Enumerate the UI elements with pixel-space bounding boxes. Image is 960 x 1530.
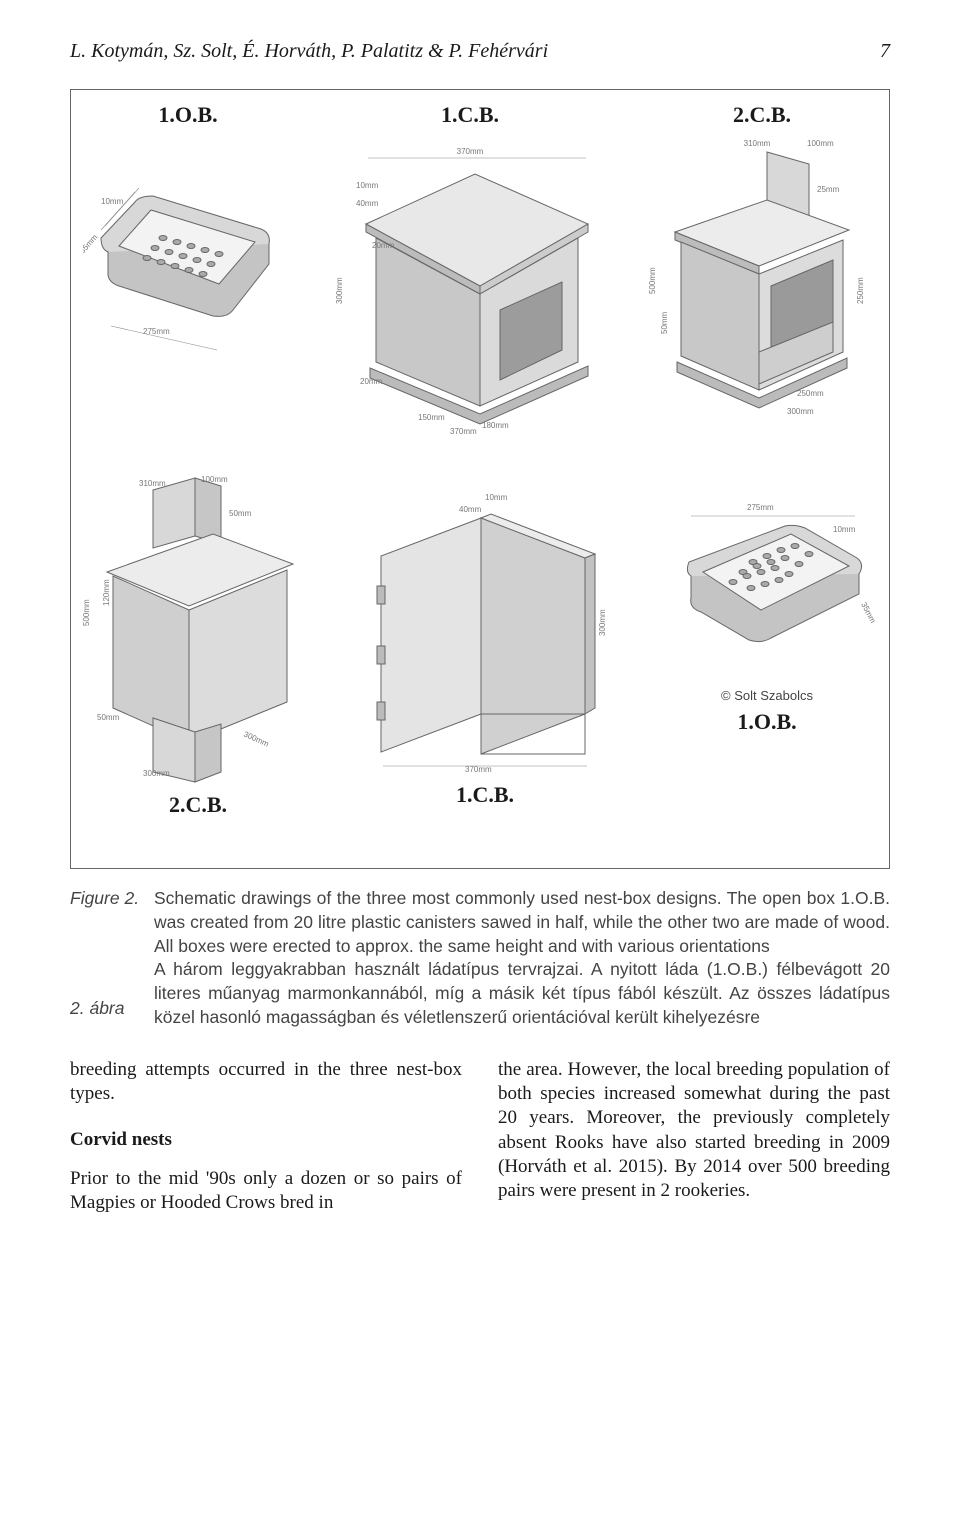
body-col-right: the area. However, the local breeding po… <box>498 1058 890 1216</box>
header-page-number: 7 <box>880 40 890 63</box>
dim-1cb-b2: 180mm <box>482 421 509 430</box>
drawing-2cb-top: 310mm 100mm 25mm 500mm 50mm 250mm 250mm … <box>647 134 877 434</box>
dim-b1ob-h: 10mm <box>833 525 856 534</box>
dim-b1ob-s: 35mm <box>859 601 877 625</box>
fig-label-2cb-bot: 2.C.B. <box>169 792 227 818</box>
caption-figure-number: Figure 2. <box>70 887 154 911</box>
dim-2cb-b1: 250mm <box>797 389 824 398</box>
header-authors: L. Kotymán, Sz. Solt, É. Horváth, P. Pal… <box>70 40 548 63</box>
col1-para2: Prior to the mid '90s only a dozen or so… <box>70 1167 462 1216</box>
col1-para1: breeding attempts occurred in the three … <box>70 1058 462 1107</box>
caption-english: Schematic drawings of the three most com… <box>154 888 890 956</box>
figure-2-frame: 1.O.B. 10mm <box>70 89 890 869</box>
caption-text: Schematic drawings of the three most com… <box>154 887 890 1030</box>
body-col-left: breeding attempts occurred in the three … <box>70 1058 462 1216</box>
dim-2cb-b2: 300mm <box>787 407 814 416</box>
dim-b2cb-bh: 500mm <box>83 599 91 626</box>
dim-1cb-lip2: 40mm <box>356 199 379 208</box>
figure-caption: Figure 2. 2. ábra Schematic drawings of … <box>70 887 890 1030</box>
dim-2cb-r1: 310mm <box>744 139 771 148</box>
dim-1cb-bin: 20mm <box>360 377 383 386</box>
dim-b2cb-b1: 300mm <box>143 769 170 778</box>
subhead-corvid: Corvid nests <box>70 1128 462 1152</box>
fig-cell-1ob-bot: 275mm 10mm 35mm © Solt Szabolcs 1.O.B. <box>657 476 877 735</box>
dim-1cb-f1: 20mm <box>372 241 395 250</box>
drawing-1cb-top: 370mm 10mm 40mm 20mm 300mm 20mm 150mm 18… <box>330 134 610 434</box>
dim-2cb-r2: 100mm <box>807 139 834 148</box>
figure-bottom-row: 310mm 100mm 50mm 500mm 120mm 50mm 300mm … <box>83 476 877 856</box>
dim-1cb-b3: 370mm <box>450 427 477 434</box>
caption-numbers: Figure 2. 2. ábra <box>70 887 154 1030</box>
dim-1cb-lip1: 10mm <box>356 181 379 190</box>
dim-b2cb-r2: 100mm <box>201 476 228 484</box>
fig-label-2cb-top: 2.C.B. <box>733 102 791 128</box>
figure-top-row: 1.O.B. 10mm <box>83 102 877 462</box>
fig-cell-2cb-bot: 310mm 100mm 50mm 500mm 120mm 50mm 300mm … <box>83 476 313 818</box>
dim-1cb-sh: 300mm <box>335 277 344 304</box>
dim-b1cb-b: 370mm <box>465 765 492 774</box>
drawing-1cb-bot: 10mm 40mm 300mm 370mm <box>355 476 615 776</box>
fig-cell-1ob-top: 1.O.B. 10mm <box>83 102 293 354</box>
dim-b2cb-sb: 50mm <box>97 713 120 722</box>
dim-b1ob-w: 275mm <box>747 503 774 512</box>
dim-b2cb-h: 300mm <box>242 730 270 749</box>
dim-2cb-sh: 250mm <box>856 277 865 304</box>
dim-2cb-sl: 500mm <box>648 267 657 294</box>
dim-b2cb-lip: 50mm <box>229 509 252 518</box>
dim-2cb-sb: 50mm <box>660 311 669 334</box>
caption-hungarian: A három leggyakrabban használt ládatípus… <box>154 959 890 1027</box>
fig-label-1ob-top: 1.O.B. <box>158 102 217 128</box>
dim-1cb-b1: 150mm <box>418 413 445 422</box>
drawing-1ob-bot: 275mm 10mm 35mm <box>657 476 877 706</box>
dim-b1cb-sh: 300mm <box>598 609 607 636</box>
figure-credit: © Solt Szabolcs <box>721 688 813 703</box>
dim-1ob-side: 35mm <box>83 233 100 256</box>
page-header: L. Kotymán, Sz. Solt, É. Horváth, P. Pal… <box>70 40 890 63</box>
caption-abra-number: 2. ábra <box>70 997 154 1021</box>
fig-label-1cb-bot: 1.C.B. <box>456 782 514 808</box>
fig-cell-1cb-top: 1.C.B. 370mm 10mm <box>330 102 610 434</box>
col2-para1: the area. However, the local breeding po… <box>498 1058 890 1204</box>
dim-b2cb-r1: 310mm <box>139 479 166 488</box>
dim-b2cb-sh: 120mm <box>102 579 111 606</box>
fig-label-1cb-top: 1.C.B. <box>441 102 499 128</box>
fig-label-1ob-bot: 1.O.B. <box>737 709 796 735</box>
dim-1ob-h: 10mm <box>101 197 124 206</box>
dim-b1cb-lip: 10mm <box>485 493 508 502</box>
dim-2cb-ft: 25mm <box>817 185 840 194</box>
dim-1ob-w: 275mm <box>143 327 170 336</box>
drawing-1ob-top: 10mm 35mm 275mm <box>83 134 293 354</box>
fig-cell-2cb-top: 2.C.B. 310mm <box>647 102 877 434</box>
dim-1cb-roof: 370mm <box>457 147 484 156</box>
fig-cell-1cb-bot: 10mm 40mm 300mm 370mm 1.C.B. <box>355 476 615 808</box>
dim-b1cb-lip2: 40mm <box>459 505 482 514</box>
body-columns: breeding attempts occurred in the three … <box>70 1058 890 1216</box>
drawing-2cb-bot: 310mm 100mm 50mm 500mm 120mm 50mm 300mm … <box>83 476 313 786</box>
